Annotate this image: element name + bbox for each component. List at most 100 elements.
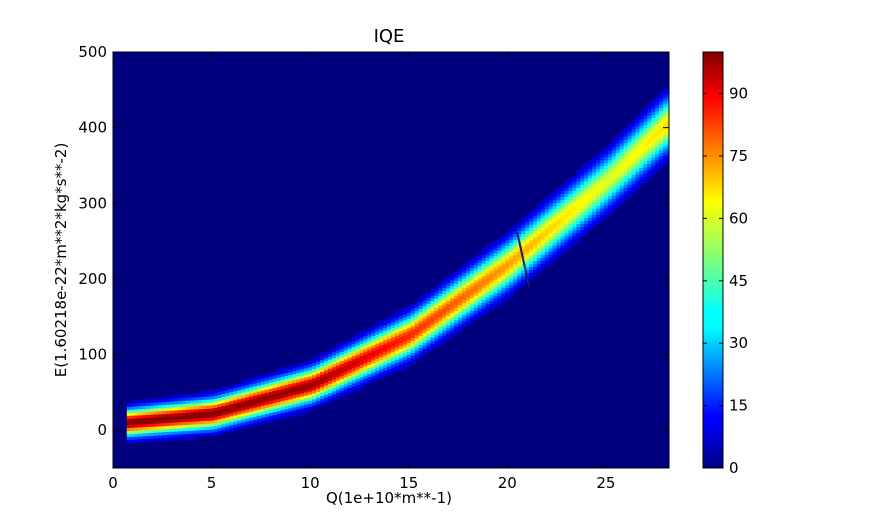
heat-cell: [316, 403, 321, 407]
heat-cell: [536, 269, 542, 273]
heat-cell: [241, 394, 246, 399]
heat-cell: [327, 395, 333, 400]
heat-cell: [398, 318, 404, 322]
heat-cell: [406, 312, 412, 316]
heat-cell: [150, 423, 155, 427]
heat-cell: [245, 387, 250, 392]
heat-cell: [465, 266, 471, 271]
heat-cell: [568, 223, 573, 228]
heat-cell: [130, 415, 136, 419]
heat-cell: [647, 175, 652, 180]
heat-cell: [383, 327, 388, 332]
heat-cell: [316, 370, 321, 374]
heat-cell: [225, 389, 230, 394]
heat-cell: [422, 302, 427, 307]
heat-cell: [268, 412, 274, 417]
heat-cell: [335, 395, 341, 399]
heat-cell: [331, 357, 337, 362]
heat-cell: [517, 251, 522, 256]
heat-cell: [134, 418, 140, 422]
heat-cell: [410, 361, 416, 366]
heat-cell: [154, 416, 159, 421]
heat-cell: [651, 99, 656, 103]
heat-cell: [501, 281, 506, 285]
heat-cell: [540, 254, 546, 258]
heat-cell: [611, 149, 617, 154]
heat-cell: [607, 156, 613, 160]
heat-cell: [430, 319, 435, 323]
heat-cell: [312, 377, 317, 382]
heat-cell: [363, 344, 368, 349]
heat-cell: [276, 380, 282, 384]
heat-cell: [391, 345, 396, 350]
heat-cell: [596, 220, 601, 224]
heat-cell: [631, 165, 636, 169]
heat-cell: [241, 413, 246, 417]
heat-cell: [517, 254, 522, 259]
heat-cell: [442, 278, 447, 282]
heat-cell: [560, 199, 566, 204]
heat-cell: [418, 299, 424, 303]
heat-cell: [525, 245, 530, 249]
heat-cell: [189, 424, 195, 428]
heat-cell: [162, 431, 167, 436]
heat-cell: [592, 214, 597, 218]
heat-cell: [603, 153, 609, 158]
heat-cell: [509, 288, 514, 292]
heat-cell: [426, 348, 431, 353]
heat-cell: [213, 398, 219, 402]
heat-cell: [260, 414, 266, 418]
heat-cell: [521, 236, 526, 240]
heat-cell: [213, 401, 219, 405]
heat-cell: [343, 373, 349, 378]
heat-cell: [639, 173, 644, 177]
heat-cell: [209, 405, 215, 409]
heat-cell: [462, 272, 467, 276]
heat-cell: [264, 389, 270, 393]
heat-cell: [509, 281, 514, 286]
heat-cell: [643, 139, 648, 144]
heat-cell: [607, 198, 613, 203]
heat-cell: [253, 419, 258, 423]
heat-cell: [442, 302, 447, 307]
heat-cell: [576, 238, 581, 243]
heat-cell: [398, 336, 404, 341]
heat-cell: [284, 384, 289, 389]
heat-cell: [249, 411, 254, 415]
heat-cell: [533, 269, 538, 274]
heat-cell: [465, 318, 471, 322]
heat-cell: [501, 244, 506, 249]
heat-cell: [458, 271, 463, 276]
heat-cell: [627, 129, 633, 134]
heat-cell: [347, 357, 353, 361]
heat-cell: [667, 114, 669, 118]
heat-cell: [339, 357, 345, 361]
heat-cell: [458, 298, 463, 303]
heat-cell: [331, 390, 337, 395]
heat-cell: [603, 165, 609, 170]
heat-cell: [576, 226, 581, 231]
heat-cell: [292, 412, 297, 417]
heat-cell: [201, 396, 207, 400]
heat-cell: [647, 151, 652, 155]
heat-cell: [469, 315, 475, 320]
heat-cell: [552, 196, 558, 201]
heat-cell: [371, 341, 376, 346]
heat-cell: [126, 406, 132, 410]
heat-cell: [568, 238, 573, 243]
heat-cell: [142, 411, 148, 416]
heat-cell: [446, 285, 451, 289]
colorbar-tick-label: 75: [729, 147, 748, 165]
heat-cell: [663, 97, 668, 102]
heat-cell: [197, 417, 203, 422]
heat-cell: [521, 272, 526, 277]
heat-cell: [446, 312, 451, 316]
heat-cell: [276, 395, 282, 400]
heat-cell: [324, 385, 329, 389]
heat-cell: [517, 245, 522, 250]
heat-cell: [667, 117, 669, 121]
heat-cell: [607, 165, 613, 169]
heat-cell: [458, 301, 463, 306]
heat-cell: [454, 283, 459, 287]
heat-cell: [154, 435, 159, 439]
